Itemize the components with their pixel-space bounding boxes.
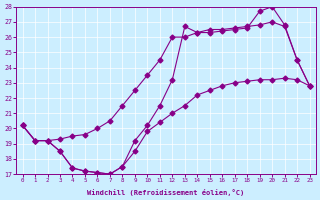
X-axis label: Windchill (Refroidissement éolien,°C): Windchill (Refroidissement éolien,°C) xyxy=(87,189,245,196)
